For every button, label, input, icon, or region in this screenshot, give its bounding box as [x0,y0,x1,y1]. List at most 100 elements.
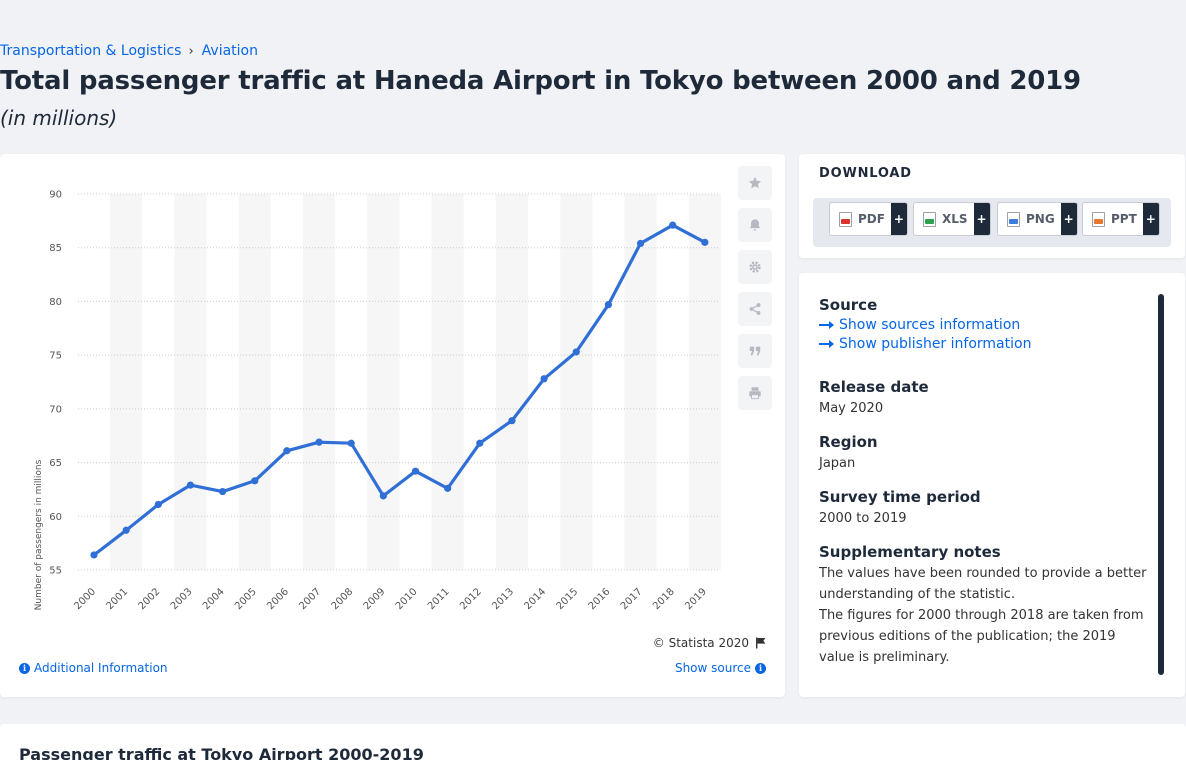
survey-period-heading: Survey time period [819,488,981,506]
chart-toolbar [738,166,772,418]
data-point[interactable] [508,417,516,425]
breadcrumb-subcategory-link[interactable]: Aviation [201,43,258,59]
data-point[interactable] [701,238,709,246]
x-tick-label: 2001 [104,586,130,612]
x-tick-label: 2018 [651,586,677,612]
y-tick-label: 80 [49,297,62,308]
download-xls-plus[interactable]: + [973,203,990,235]
data-point[interactable] [186,481,195,489]
region-value: Japan [819,456,856,471]
survey-period-section: Survey time period 2000 to 2019 [819,488,1149,529]
y-tick-label: 55 [49,566,62,577]
show-sources-link[interactable]: Show sources information [819,317,1149,333]
page-title: Total passenger traffic at Haneda Airpor… [0,66,1081,96]
survey-period-value: 2000 to 2019 [819,511,907,526]
data-point[interactable] [411,467,420,475]
data-point[interactable] [347,439,355,447]
data-point[interactable] [669,221,677,229]
settings-button[interactable] [738,250,772,284]
credit-text: © Statista 2020 [652,636,749,650]
notification-button[interactable] [738,208,772,242]
show-source-label: Show source [674,661,751,675]
show-sources-label: Show sources information [839,317,1021,333]
flag-icon[interactable] [755,637,767,649]
region-section: Region Japan [819,433,1149,474]
data-point[interactable] [379,492,387,500]
data-point[interactable] [636,239,645,248]
data-point[interactable] [283,447,291,455]
x-tick-label: 2005 [233,586,259,612]
x-tick-label: 2003 [169,586,195,612]
category-band [367,194,400,570]
download-xls-button[interactable]: XLS + [913,202,991,236]
supplementary-note-2: The figures for 2000 through 2018 are ta… [819,608,1144,665]
show-publisher-link[interactable]: Show publisher information [819,336,1149,352]
y-tick-label: 90 [49,190,62,201]
download-pdf-plus[interactable]: + [890,203,907,235]
x-tick-label: 2010 [394,586,420,612]
star-icon [748,176,762,189]
download-ppt-plus[interactable]: + [1142,203,1159,235]
data-point[interactable] [219,487,227,496]
chart-bands [110,194,721,570]
x-tick-label: 2012 [458,586,484,612]
download-png-button[interactable]: PNG + [997,202,1078,236]
data-point[interactable] [251,477,259,485]
share-icon [749,303,761,315]
category-band [431,194,464,570]
download-card: DOWNLOAD PDF + XLS + PNG + PPT + [799,154,1185,258]
download-ppt-button[interactable]: PPT + [1082,202,1160,236]
x-tick-label: 2019 [683,586,709,612]
data-point[interactable] [122,526,130,534]
x-tick-label: 2013 [490,586,516,612]
download-title: DOWNLOAD [819,166,912,181]
related-statistic-title[interactable]: Passenger traffic at Tokyo Airport 2000-… [19,745,424,760]
data-point[interactable] [476,439,484,447]
data-point[interactable] [572,348,580,356]
category-band [688,194,721,570]
download-xls-label: XLS [942,212,968,226]
cite-button[interactable] [738,334,772,368]
y-tick-label: 70 [49,404,62,415]
source-section: Source Show sources information Show pub… [819,296,1149,352]
x-tick-label: 2011 [426,586,452,612]
category-band [302,194,336,570]
category-band [238,194,271,570]
show-source-link[interactable]: Show source i [675,661,766,675]
download-png-plus[interactable]: + [1060,203,1077,235]
region-heading: Region [819,433,878,451]
download-png-label: PNG [1026,212,1055,226]
data-point[interactable] [444,484,452,492]
data-point[interactable] [604,301,613,309]
breadcrumb-category-link[interactable]: Transportation & Logistics [0,43,182,59]
print-button[interactable] [738,376,772,410]
additional-info-link[interactable]: i Additional Information [19,661,168,675]
xls-file-icon [923,211,936,227]
y-tick-label: 75 [49,351,62,362]
download-pdf-button[interactable]: PDF + [829,202,908,236]
breadcrumb: Transportation & Logistics › Aviation [0,43,258,59]
ppt-file-icon [1092,211,1105,227]
supplementary-notes-section: Supplementary notes The values have been… [819,543,1149,668]
y-axis-ticks: 55 60 65 70 75 80 85 90 [49,190,62,577]
quote-icon [749,346,761,356]
chart-card: 55 60 65 70 75 80 85 90 2000 2001 2002 2003 2004 200… [0,154,785,697]
data-point[interactable] [90,551,98,559]
y-tick-label: 60 [49,512,62,523]
release-date-heading: Release date [819,378,929,396]
category-band [624,194,657,570]
y-axis-label: Number of passengers in millions [34,459,44,610]
supplementary-note-1: The values have been rounded to provide … [819,566,1147,602]
share-button[interactable] [738,292,772,326]
supplementary-notes-heading: Supplementary notes [819,543,1001,561]
x-tick-label: 2006 [265,586,291,612]
data-point[interactable] [540,375,548,383]
category-band [495,194,529,570]
data-point[interactable] [154,500,162,509]
favorite-button[interactable] [738,166,772,200]
info-icon: i [19,662,30,674]
source-scrollbar[interactable] [1158,294,1164,675]
data-point[interactable] [315,438,323,446]
download-ppt-label: PPT [1111,212,1137,226]
